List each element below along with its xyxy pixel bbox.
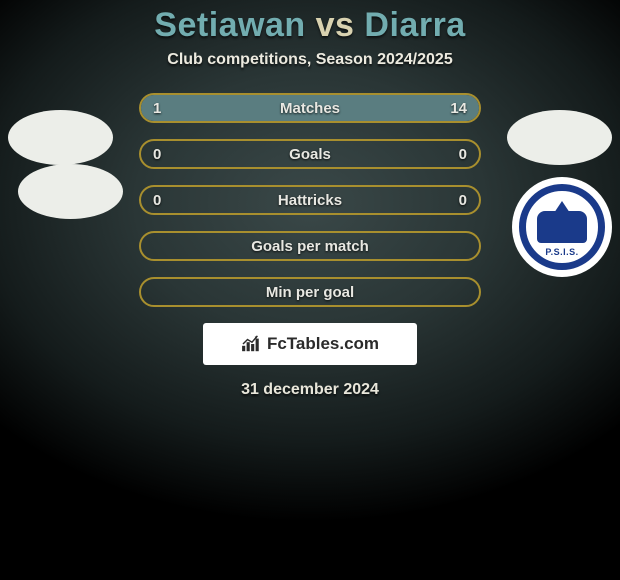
stat-label: Goals per match — [251, 238, 369, 255]
stat-value-left: 1 — [153, 100, 161, 117]
player2-name: Diarra — [364, 6, 465, 44]
stat-value-right: 0 — [459, 146, 467, 163]
stat-label: Hattricks — [278, 192, 342, 209]
chart-icon — [241, 335, 263, 353]
vs-label: vs — [316, 6, 355, 44]
player1-avatar — [8, 110, 113, 165]
subtitle: Club competitions, Season 2024/2025 — [0, 51, 620, 69]
stat-row: 0 Goals 0 — [139, 139, 481, 169]
club-badge-text: P.S.I.S. — [545, 247, 578, 257]
date-label: 31 december 2024 — [0, 381, 620, 399]
stat-label: Min per goal — [266, 284, 354, 301]
player2-avatar — [507, 110, 612, 165]
stat-value-right: 14 — [450, 100, 467, 117]
stat-label: Goals — [289, 146, 331, 163]
club-badge-ring: P.S.I.S. — [519, 184, 605, 270]
player2-club-badge: P.S.I.S. — [512, 177, 612, 277]
watermark-text: FcTables.com — [267, 334, 379, 354]
player1-name: Setiawan — [154, 6, 305, 44]
stat-row: Goals per match — [139, 231, 481, 261]
stat-value-left: 0 — [153, 192, 161, 209]
stat-row: Min per goal — [139, 277, 481, 307]
stat-label: Matches — [280, 100, 340, 117]
stat-value-left: 0 — [153, 146, 161, 163]
stat-row: 1 Matches 14 — [139, 93, 481, 123]
page-title: Setiawan vs Diarra — [0, 6, 620, 45]
stat-row: 0 Hattricks 0 — [139, 185, 481, 215]
watermark-link[interactable]: FcTables.com — [203, 323, 417, 365]
club-badge-core — [537, 211, 587, 243]
main-content: Setiawan vs Diarra Club competitions, Se… — [0, 0, 620, 399]
player1-club-avatar — [18, 164, 123, 219]
stats-bars: 1 Matches 14 0 Goals 0 0 Hattricks 0 Goals per ma… — [139, 93, 481, 307]
stat-value-right: 0 — [459, 192, 467, 209]
